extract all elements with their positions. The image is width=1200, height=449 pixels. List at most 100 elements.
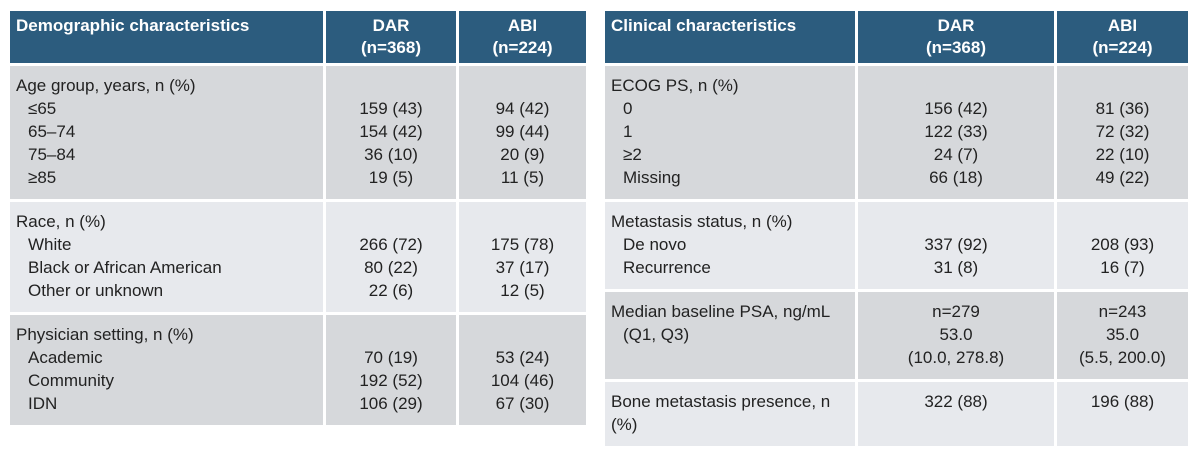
row-value: 337 (92) bbox=[924, 235, 988, 254]
row-value: (5.5, 200.0) bbox=[1079, 348, 1166, 367]
group-row: Metastasis status, n (%) De novo Recurrenc… bbox=[605, 202, 1188, 289]
row-value: 66 (18) bbox=[929, 168, 983, 187]
row-label: White bbox=[28, 235, 72, 254]
header-cell: Clinical characteristics bbox=[605, 11, 855, 63]
header-cell: DAR (n=368) bbox=[858, 11, 1054, 63]
header-text: ABI bbox=[507, 16, 538, 35]
cell: ECOG PS, n (%) 0 1 ≥2 Missing bbox=[605, 66, 855, 199]
row-value: 53.0 bbox=[939, 325, 973, 344]
cell: 156 (42) 122 (33) 24 (7) 66 (18) bbox=[858, 66, 1054, 199]
row-label: ≥85 bbox=[28, 168, 57, 187]
header-cell: Demographic characteristics bbox=[10, 11, 323, 63]
cell: 208 (93) 16 (7) bbox=[1057, 202, 1188, 289]
spacer bbox=[864, 210, 1048, 233]
row-label: (Q1, Q3) bbox=[623, 325, 690, 344]
group-title: Age group, years, n (%) bbox=[16, 76, 196, 95]
group-row: ECOG PS, n (%) 0 1 ≥2 Missing 156 (42) 122 (33… bbox=[605, 66, 1188, 199]
row-value: 67 (30) bbox=[495, 394, 550, 413]
cell: 337 (92) 31 (8) bbox=[858, 202, 1054, 289]
group-title: Metastasis status, n (%) bbox=[611, 212, 793, 231]
spacer bbox=[864, 74, 1048, 97]
row-label: Black or African American bbox=[28, 258, 222, 277]
group-value: 322 (88) bbox=[924, 392, 988, 411]
group-value: n=279 bbox=[932, 302, 980, 321]
header-text: (n=224) bbox=[1092, 38, 1153, 57]
row-value: 154 (42) bbox=[359, 122, 423, 141]
row-value: 106 (29) bbox=[359, 394, 423, 413]
row-value: 122 (33) bbox=[924, 122, 988, 141]
header-row: Clinical characteristics DAR (n=368) ABI (n=… bbox=[605, 11, 1188, 63]
spacer bbox=[1063, 74, 1182, 97]
header-text: (n=368) bbox=[361, 38, 421, 57]
cell: Metastasis status, n (%) De novo Recurrenc… bbox=[605, 202, 855, 289]
row-label: 75–84 bbox=[28, 145, 76, 164]
header-cell: ABI (n=224) bbox=[459, 11, 586, 63]
spacer bbox=[465, 210, 580, 233]
row-value: 72 (32) bbox=[1095, 122, 1150, 141]
row-value: 16 (7) bbox=[1100, 258, 1145, 277]
page: Demographic characteristics DAR (n=368) ABI… bbox=[7, 8, 1188, 446]
row-label: 1 bbox=[623, 122, 633, 141]
row-value: 104 (46) bbox=[490, 371, 555, 390]
row-label: 0 bbox=[623, 99, 633, 118]
cell: Race, n (%) White Black or African America… bbox=[10, 202, 323, 312]
spacer bbox=[332, 323, 450, 346]
spacer bbox=[1063, 210, 1182, 233]
row-value: 156 (42) bbox=[924, 99, 988, 118]
cell: 53 (24) 104 (46) 67 (30) bbox=[459, 315, 586, 425]
row-label: Recurrence bbox=[623, 258, 711, 277]
header-row: Demographic characteristics DAR (n=368) ABI… bbox=[10, 11, 586, 63]
demographic-table: Demographic characteristics DAR (n=368) ABI… bbox=[7, 8, 589, 428]
row-label: Community bbox=[28, 371, 114, 390]
spacer bbox=[465, 74, 580, 97]
header-text: ABI bbox=[1107, 16, 1138, 35]
group-value: 196 (88) bbox=[1090, 392, 1155, 411]
header-text: Clinical characteristics bbox=[611, 16, 797, 35]
group-row: Median baseline PSA, ng/mL (Q1, Q3) n=279 5… bbox=[605, 292, 1188, 379]
group-row: Age group, years, n (%) ≤65 65–74 75–84 ≥85 1… bbox=[10, 66, 586, 199]
cell: 266 (72) 80 (22) 22 (6) bbox=[326, 202, 456, 312]
group-row: Physician setting, n (%) Academic Communit… bbox=[10, 315, 586, 425]
header-text: (n=224) bbox=[492, 38, 553, 57]
cell: 175 (78) 37 (17) 12 (5) bbox=[459, 202, 586, 312]
row-label: ≥2 bbox=[623, 145, 642, 164]
group-title: ECOG PS, n (%) bbox=[611, 76, 739, 95]
group-title: Bone metastasis presence, n (%) bbox=[611, 392, 831, 434]
header-text: (n=368) bbox=[926, 38, 986, 57]
row-label: Missing bbox=[623, 168, 681, 187]
header-text: DAR bbox=[937, 16, 975, 35]
cell: 70 (19) 192 (52) 106 (29) bbox=[326, 315, 456, 425]
cell: 159 (43) 154 (42) 36 (10) 19 (5) bbox=[326, 66, 456, 199]
row-value: 175 (78) bbox=[490, 235, 555, 254]
group-title: Physician setting, n (%) bbox=[16, 325, 194, 344]
row-value: 53 (24) bbox=[495, 348, 550, 367]
row-value: 80 (22) bbox=[364, 258, 418, 277]
row-value: 37 (17) bbox=[495, 258, 550, 277]
spacer bbox=[611, 346, 849, 369]
row-label: ≤65 bbox=[28, 99, 57, 118]
header-cell: ABI (n=224) bbox=[1057, 11, 1188, 63]
cell: Physician setting, n (%) Academic Communit… bbox=[10, 315, 323, 425]
row-value: 49 (22) bbox=[1095, 168, 1150, 187]
spacer bbox=[332, 210, 450, 233]
row-value: 208 (93) bbox=[1090, 235, 1155, 254]
cell: Age group, years, n (%) ≤65 65–74 75–84 ≥85 bbox=[10, 66, 323, 199]
row-value: 22 (10) bbox=[1095, 145, 1150, 164]
cell: n=279 53.0 (10.0, 278.8) bbox=[858, 292, 1054, 379]
cell: n=243 35.0 (5.5, 200.0) bbox=[1057, 292, 1188, 379]
row-value: 35.0 bbox=[1105, 325, 1140, 344]
group-title: Median baseline PSA, ng/mL bbox=[611, 302, 831, 321]
row-value: 31 (8) bbox=[933, 258, 979, 277]
row-value: 94 (42) bbox=[495, 99, 550, 118]
spacer bbox=[332, 74, 450, 97]
clinical-table: Clinical characteristics DAR (n=368) ABI (n=… bbox=[602, 8, 1191, 449]
row-value: 81 (36) bbox=[1095, 99, 1150, 118]
cell: 196 (88) bbox=[1057, 382, 1188, 446]
cell: 94 (42) 99 (44) 20 (9) 11 (5) bbox=[459, 66, 586, 199]
group-row: Bone metastasis presence, n (%) 322 (88) 1… bbox=[605, 382, 1188, 446]
cell: 322 (88) bbox=[858, 382, 1054, 446]
row-value: 99 (44) bbox=[495, 122, 550, 141]
header-text: DAR bbox=[372, 16, 410, 35]
row-label: Academic bbox=[28, 348, 103, 367]
row-value: 159 (43) bbox=[359, 99, 423, 118]
